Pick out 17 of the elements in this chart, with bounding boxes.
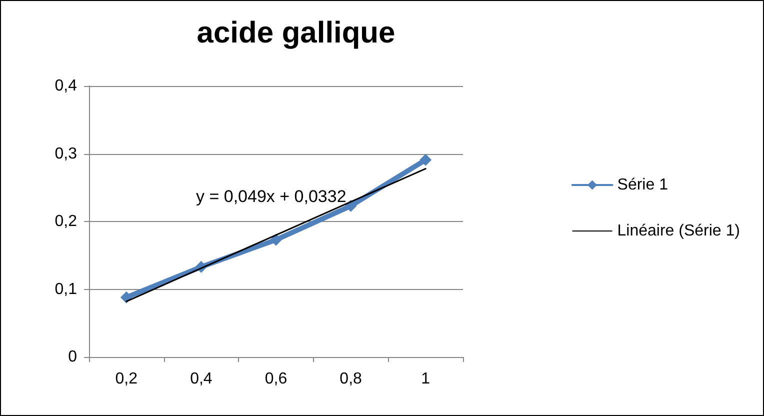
x-tick-label: 0,6	[264, 370, 288, 388]
y-tick-label: 0,3	[54, 145, 78, 162]
chart-title: acide gallique	[196, 16, 396, 50]
y-tick-label: 0,4	[54, 78, 78, 94]
x-tick-label: 0,8	[340, 370, 362, 388]
x-tick-label: 0,2	[115, 370, 138, 388]
point	[270, 234, 282, 246]
legend-label: Linéaire (Série 1)	[617, 222, 740, 240]
point	[420, 154, 432, 166]
legend-label: Série 1	[617, 176, 668, 194]
x-tick-label: 0,4	[190, 370, 212, 388]
annotation: y = 0,049x + 0,0332	[196, 187, 346, 206]
x-tick-label: 1	[421, 370, 430, 388]
y-tick-label: 0,1	[54, 280, 78, 298]
y-tick-label: 0	[68, 348, 78, 366]
point	[120, 291, 132, 304]
y-tick-label: 0,2	[54, 213, 78, 230]
